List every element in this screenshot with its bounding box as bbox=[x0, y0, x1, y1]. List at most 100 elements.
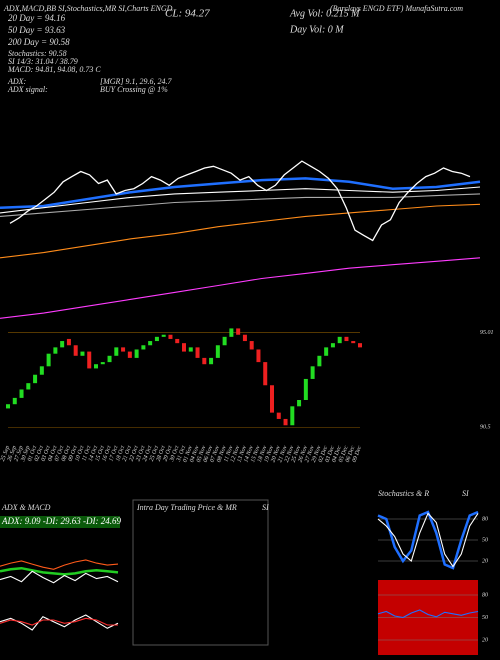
source: (Barclays ENGD ETF) MunafaSutra.com bbox=[330, 4, 463, 13]
y-tick-label: 50 bbox=[482, 615, 488, 621]
stat: MACD: 94.81, 94.08, 0.73 C bbox=[7, 65, 101, 74]
line-series bbox=[377, 512, 479, 568]
candle bbox=[249, 341, 254, 350]
panel-title: Stochastics & R bbox=[378, 489, 429, 498]
stat: [MGR] 9.1, 29.6, 24.7 bbox=[100, 77, 173, 86]
x-tick-label: 26 Nov bbox=[298, 445, 310, 463]
x-tick-label: 25 Sep bbox=[0, 445, 11, 462]
y-tick-label: 20 bbox=[482, 558, 488, 564]
candle bbox=[310, 366, 315, 379]
candle bbox=[100, 362, 105, 365]
x-tick-label: 15 Nov bbox=[250, 445, 262, 463]
panel-title: SI bbox=[262, 503, 269, 512]
line-series bbox=[0, 559, 119, 570]
candle bbox=[148, 341, 153, 346]
x-tick-label: 08 Nov bbox=[216, 445, 228, 463]
x-tick-label: 08 Oct bbox=[61, 445, 72, 463]
x-tick-label: 30 Sep bbox=[20, 445, 32, 463]
candle bbox=[297, 400, 302, 407]
line-series bbox=[0, 570, 119, 584]
x-tick-label: 21 Oct bbox=[122, 445, 133, 463]
candle bbox=[202, 357, 207, 365]
x-tick-label: 27 Nov bbox=[304, 445, 316, 463]
candle bbox=[73, 345, 78, 356]
y-tick-label: 95.01 bbox=[480, 330, 494, 336]
line-series bbox=[0, 614, 119, 631]
stat: SI 14/3: 31.04 / 38.79 bbox=[8, 57, 78, 66]
line-series bbox=[0, 617, 118, 626]
candle bbox=[134, 349, 139, 358]
candle bbox=[303, 378, 308, 400]
candle bbox=[161, 334, 166, 337]
day-vol: Day Vol: 0 M bbox=[289, 24, 344, 35]
candle bbox=[154, 336, 159, 342]
ema: 20 Day = 94.16 bbox=[8, 13, 66, 23]
candle bbox=[358, 343, 362, 348]
candle bbox=[53, 347, 58, 354]
x-tick-label: 13 Nov bbox=[237, 445, 249, 463]
candle bbox=[19, 389, 24, 398]
candle bbox=[46, 353, 51, 367]
x-tick-label: 20 Nov bbox=[270, 445, 282, 463]
x-tick-label: 18 Nov bbox=[257, 445, 269, 463]
candle bbox=[324, 347, 329, 356]
x-tick-label: 03 Dec bbox=[325, 445, 337, 463]
candle bbox=[127, 351, 132, 358]
x-tick-label: 07 Nov bbox=[210, 445, 222, 463]
line-series bbox=[377, 609, 479, 619]
candle bbox=[175, 338, 180, 344]
candle bbox=[290, 406, 295, 426]
candle bbox=[337, 336, 342, 344]
x-tick-label: 30 Oct bbox=[169, 445, 181, 463]
x-tick-label: 07 Oct bbox=[54, 445, 65, 463]
panel-subtitle: ADX: 9.09 -DI: 29.63 -DI: 24.69 bbox=[1, 516, 121, 526]
line-series bbox=[0, 257, 481, 319]
candle bbox=[344, 336, 349, 342]
candle bbox=[121, 347, 126, 352]
panel-title: SI bbox=[462, 489, 469, 498]
candle bbox=[182, 343, 186, 352]
candle bbox=[60, 341, 65, 348]
x-tick-label: 09 Oct bbox=[68, 445, 79, 463]
candle bbox=[236, 328, 241, 335]
x-tick-label: 05 Dec bbox=[338, 445, 350, 463]
y-tick-label: 80 bbox=[482, 592, 488, 598]
candle bbox=[39, 366, 44, 375]
x-tick-label: 16 Oct bbox=[102, 445, 113, 463]
stat: ADX signal: bbox=[7, 85, 48, 94]
x-tick-label: 23 Oct bbox=[135, 445, 146, 463]
candle bbox=[141, 345, 146, 350]
candle bbox=[168, 334, 173, 339]
candle bbox=[33, 374, 38, 384]
x-tick-label: 22 Oct bbox=[129, 445, 140, 463]
ema: 200 Day = 90.58 bbox=[8, 37, 70, 47]
x-tick-label: 28 Oct bbox=[156, 445, 167, 463]
candle bbox=[195, 347, 200, 358]
candle bbox=[330, 343, 335, 348]
x-tick-label: 06 Nov bbox=[203, 445, 215, 463]
line-series bbox=[0, 203, 481, 259]
line-series bbox=[0, 186, 481, 214]
candle bbox=[242, 334, 247, 342]
candle bbox=[270, 385, 274, 413]
candle bbox=[188, 347, 193, 352]
y-tick-label: 90.5 bbox=[480, 425, 491, 431]
x-tick-label: 18 Oct bbox=[115, 445, 126, 463]
candle bbox=[215, 345, 220, 358]
x-tick-label: 09 Dec bbox=[352, 445, 364, 463]
x-tick-label: 01 Oct bbox=[27, 445, 38, 463]
close: CL: 94.27 bbox=[165, 8, 210, 20]
line-series bbox=[377, 510, 479, 570]
stat: Stochastics: 90.58 bbox=[8, 49, 67, 58]
candle bbox=[107, 355, 112, 363]
x-tick-label: 11 Nov bbox=[223, 445, 234, 463]
x-tick-label: 11 Oct bbox=[81, 445, 92, 462]
candle bbox=[80, 351, 85, 356]
candle bbox=[66, 338, 71, 346]
x-tick-label: 06 Dec bbox=[345, 445, 357, 463]
x-tick-label: 19 Nov bbox=[264, 445, 276, 463]
x-tick-label: 05 Nov bbox=[196, 445, 208, 463]
x-tick-label: 01 Nov bbox=[182, 445, 194, 463]
ema: 50 Day = 93.63 bbox=[8, 25, 66, 35]
